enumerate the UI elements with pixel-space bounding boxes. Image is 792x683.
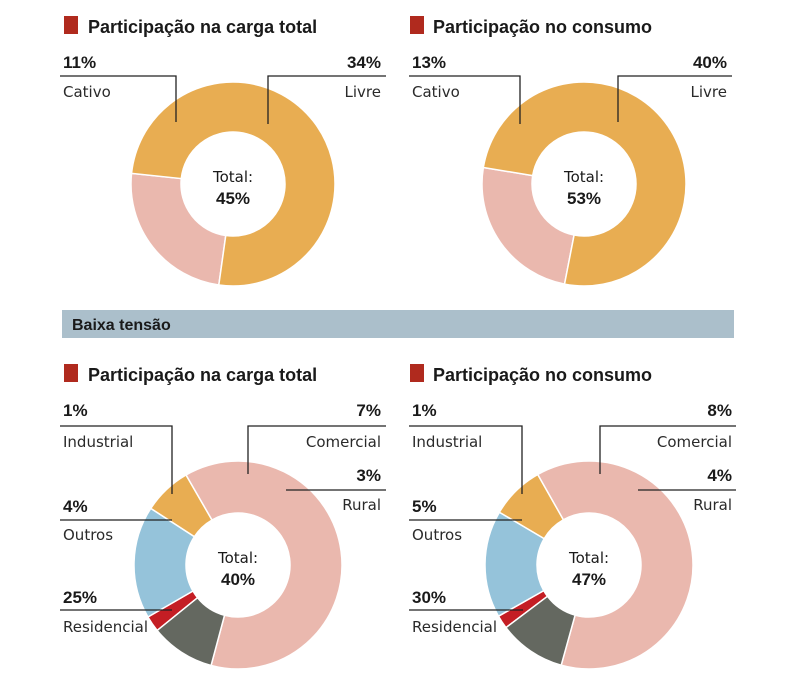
name-label-cativo: Cativo — [63, 83, 111, 101]
chart-title-marker — [410, 16, 424, 34]
slice-residencial — [536, 460, 694, 670]
chart-title: Participação na carga total — [88, 365, 317, 385]
leader-line-cativo — [60, 75, 177, 122]
donut-chart-1: Participação na carga total Total: 45% 11% C… — [60, 16, 386, 287]
pct-label-comercial: 7% — [356, 401, 381, 420]
name-label-residencial: Residencial — [63, 618, 148, 636]
leader-line-industrial — [409, 425, 523, 494]
pct-label-rural: 4% — [707, 466, 732, 485]
name-label-cativo: Cativo — [412, 83, 460, 101]
chart-title: Participação na carga total — [88, 17, 317, 37]
chart-title-marker — [64, 16, 78, 34]
name-label-outros: Outros — [63, 526, 113, 544]
center-total-value: 40% — [221, 570, 255, 589]
slice-residencial — [184, 460, 343, 670]
section-band-label: Baixa tensão — [72, 317, 171, 334]
center-total-value: 53% — [567, 189, 601, 208]
section-band — [62, 310, 734, 338]
pct-label-residencial: 25% — [63, 588, 97, 607]
donut-chart-4: Participação no consumo Total: 47% 1% Indust… — [409, 364, 736, 670]
pct-label-livre: 40% — [693, 53, 727, 72]
leader-line-comercial — [247, 425, 386, 474]
slice-outros — [504, 595, 577, 667]
center-total-value: 45% — [216, 189, 250, 208]
name-label-outros: Outros — [412, 526, 462, 544]
pct-label-cativo: 11% — [63, 53, 96, 72]
slice-cativo — [481, 166, 575, 286]
pct-label-comercial: 8% — [707, 401, 732, 420]
name-label-residencial: Residencial — [412, 618, 497, 636]
leader-line-cativo — [409, 75, 521, 124]
leader-line-livre — [617, 75, 732, 122]
name-label-industrial: Industrial — [412, 433, 482, 451]
leader-line-livre — [267, 75, 386, 124]
name-label-livre: Livre — [345, 83, 381, 101]
name-label-industrial: Industrial — [63, 433, 133, 451]
name-label-rural: Rural — [693, 496, 732, 514]
center-total-value: 47% — [572, 570, 606, 589]
pct-label-rural: 3% — [356, 466, 381, 485]
center-label: Total: — [217, 549, 258, 567]
name-label-livre: Livre — [691, 83, 727, 101]
donut-chart-3: Participação na carga total Total: 40% 1% In… — [60, 364, 386, 670]
pct-label-livre: 34% — [347, 53, 381, 72]
chart-title: Participação no consumo — [433, 365, 652, 385]
pct-label-outros: 4% — [63, 497, 88, 516]
pct-label-residencial: 30% — [412, 588, 446, 607]
name-label-comercial: Comercial — [657, 433, 732, 451]
slice-livre — [482, 81, 687, 287]
slice-livre — [130, 81, 336, 287]
center-label: Total: — [568, 549, 609, 567]
pct-label-industrial: 1% — [63, 401, 88, 420]
pct-label-cativo: 13% — [412, 53, 446, 72]
name-label-rural: Rural — [342, 496, 381, 514]
leader-line-industrial — [60, 425, 173, 494]
pct-label-outros: 5% — [412, 497, 437, 516]
name-label-comercial: Comercial — [306, 433, 381, 451]
pct-label-industrial: 1% — [412, 401, 437, 420]
chart-title: Participação no consumo — [433, 17, 652, 37]
donut-chart-2: Participação no consumo Total: 53% 13% Cativ… — [409, 16, 732, 287]
slice-outros — [156, 596, 226, 667]
chart-title-marker — [64, 364, 78, 382]
slice-cativo — [130, 172, 227, 286]
leader-line-comercial — [599, 425, 736, 474]
center-label: Total: — [212, 168, 253, 186]
center-label: Total: — [563, 168, 604, 186]
chart-title-marker — [410, 364, 424, 382]
